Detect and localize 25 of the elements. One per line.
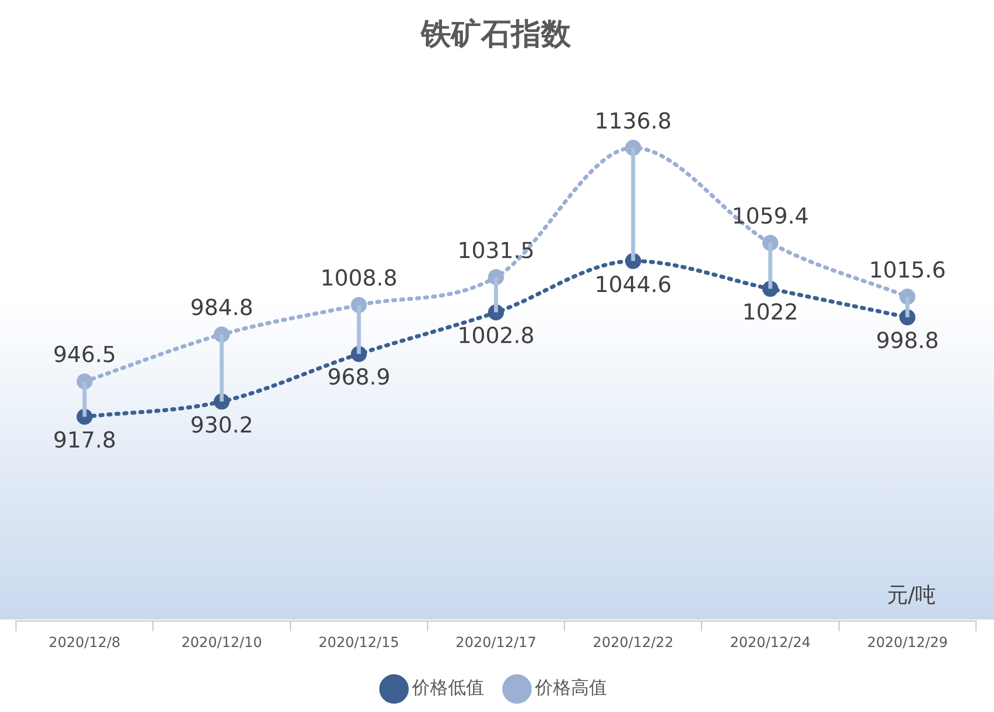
data-label: 1022 [742,300,798,326]
data-label: 917.8 [53,428,116,454]
text: 元/吨 [886,583,936,608]
data-label: 1008.8 [320,266,398,292]
data-label: 1044.6 [594,272,672,298]
x-tick-label: 2020/12/29 [867,635,948,652]
x-tick-label: 2020/12/24 [730,635,811,652]
legend-label: 价格低值 [411,678,484,699]
x-tick-label: 2020/12/15 [318,635,400,652]
x-tick-label: 2020/12/22 [592,635,674,652]
data-label: 1031.5 [458,238,534,264]
chart-title: 铁矿石指数 [420,16,572,52]
data-label: 1002.8 [458,324,534,350]
data-label: 1136.8 [594,110,672,135]
data-label: 968.9 [327,366,390,391]
data-label: 946.5 [53,343,116,368]
data-label: 998.8 [876,329,939,354]
data-label: 984.8 [190,296,254,322]
data-label: 930.2 [190,413,254,438]
data-label: 1015.6 [868,258,946,284]
x-tick-label: 2020/12/17 [456,635,536,652]
x-tick-label: 2020/12/8 [48,635,120,652]
legend-label: 价格高值 [534,678,607,699]
data-label: 1059.4 [732,204,809,230]
x-tick-label: 2020/12/10 [181,635,262,652]
